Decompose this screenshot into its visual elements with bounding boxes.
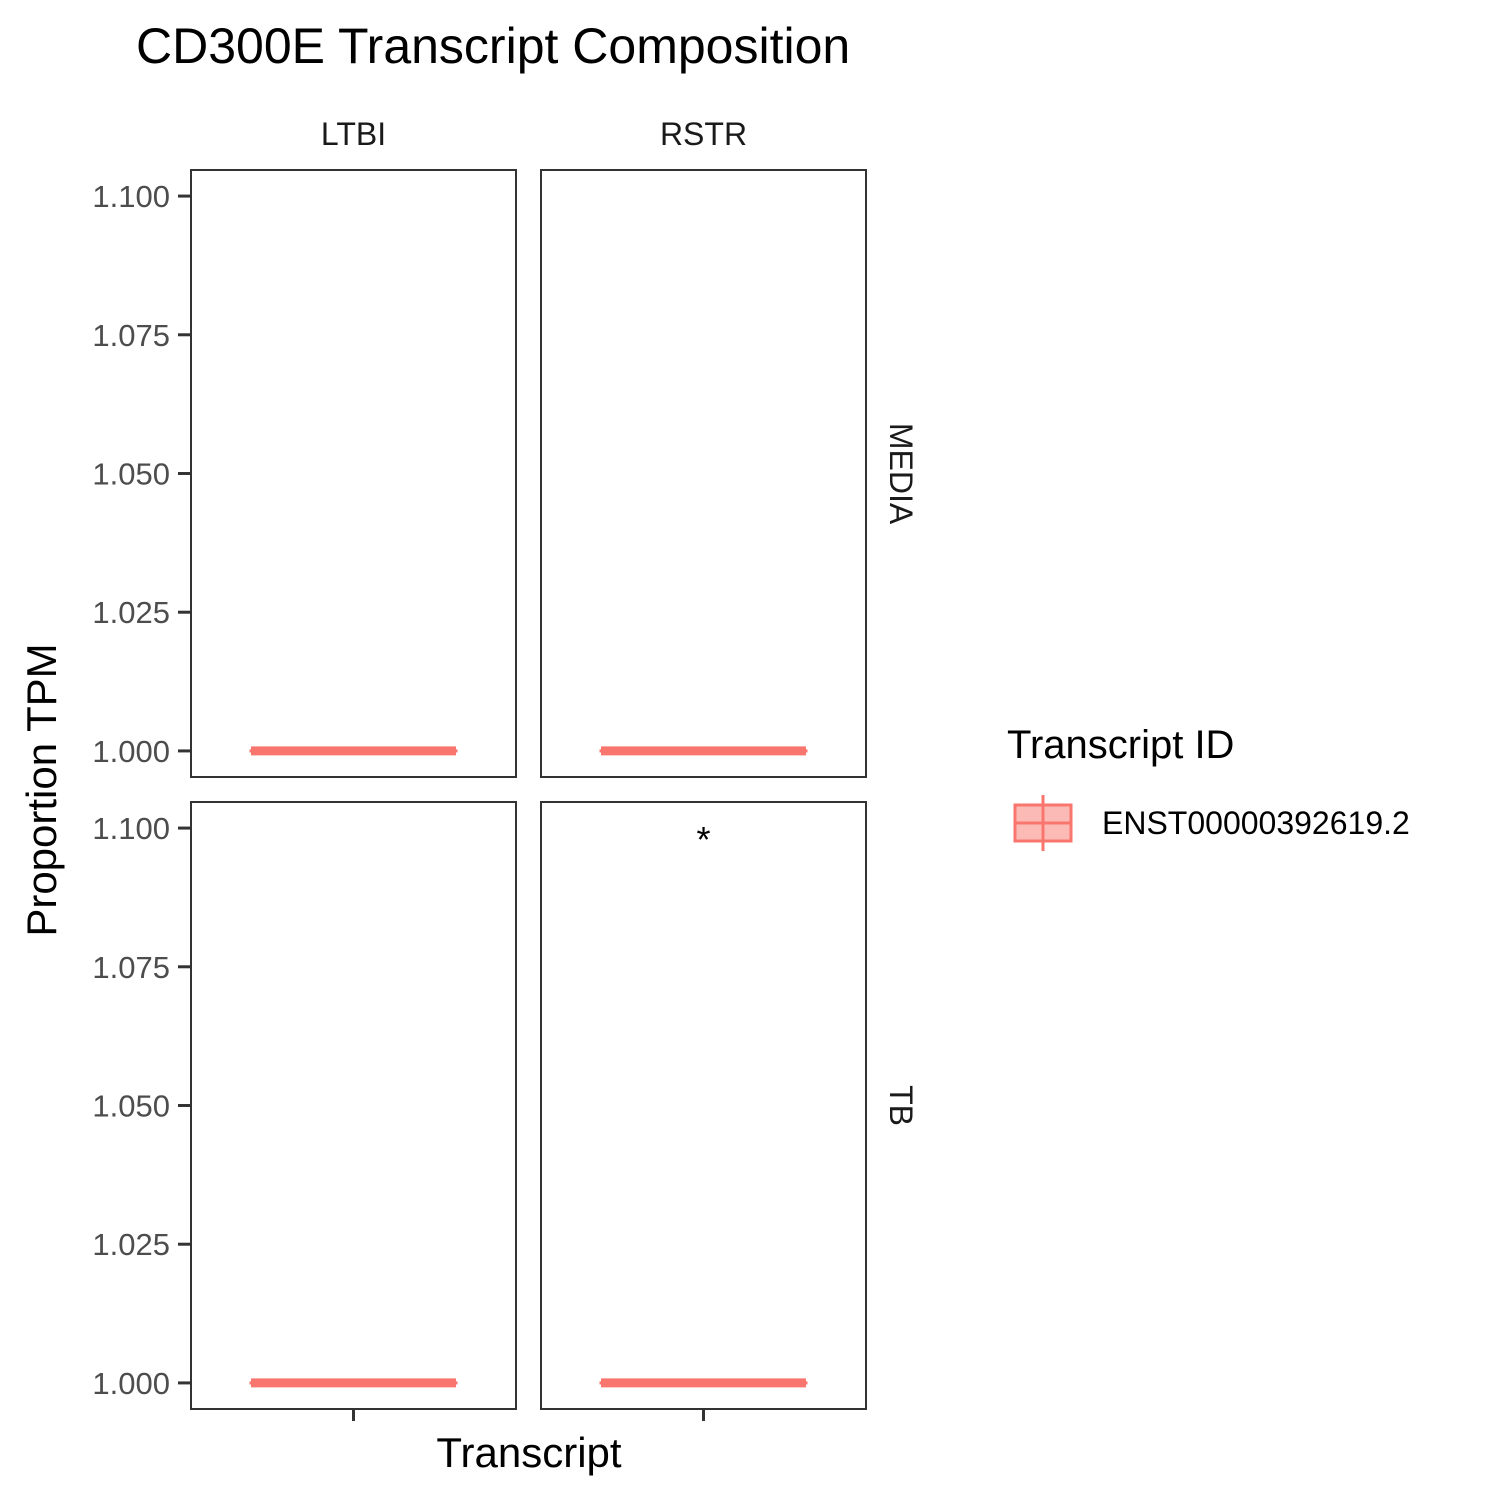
- y-tick-label: 1.050: [92, 457, 170, 492]
- legend: Transcript ID ENST00000392619.2: [1007, 723, 1410, 851]
- x-axis-title: Transcript: [436, 1429, 621, 1476]
- x-axis: [352, 1409, 705, 1421]
- y-axes: 1.000 1.025 1.050 1.075 1.100 1.000 1.025 1.050…: [92, 179, 191, 1401]
- legend-entry: ENST00000392619.2: [1013, 795, 1410, 851]
- strip-label-tb: TB: [883, 1085, 919, 1126]
- y-axis-tb: 1.000 1.025 1.050 1.075 1.100: [92, 811, 191, 1401]
- strip-label-ltbi: LTBI: [321, 116, 386, 152]
- y-axis-title: Proportion TPM: [18, 643, 65, 936]
- y-tick-label: 1.075: [92, 318, 170, 353]
- y-tick-label: 1.025: [92, 595, 170, 630]
- y-tick-label: 1.050: [92, 1089, 170, 1124]
- panel-border: [540, 801, 867, 1410]
- y-tick-label: 1.075: [92, 950, 170, 985]
- y-tick-label: 1.025: [92, 1227, 170, 1262]
- y-tick-label: 1.100: [92, 811, 170, 846]
- legend-title: Transcript ID: [1007, 723, 1234, 767]
- panel-border: [540, 169, 867, 778]
- y-axis-media: 1.000 1.025 1.050 1.075 1.100: [92, 179, 191, 769]
- panel-rstr-media: [540, 169, 867, 778]
- panel-ltbi-tb: [190, 801, 517, 1410]
- legend-label: ENST00000392619.2: [1102, 805, 1410, 841]
- panel-border: [190, 801, 517, 1410]
- y-tick-label: 1.000: [92, 734, 170, 769]
- facet-panels: LTBI RSTR MEDIA TB *: [190, 116, 919, 1410]
- chart-title: CD300E Transcript Composition: [136, 18, 850, 74]
- y-tick-label: 1.100: [92, 179, 170, 214]
- y-tick-label: 1.000: [92, 1366, 170, 1401]
- panel-border: [190, 169, 517, 778]
- significance-annotation: *: [696, 819, 710, 860]
- panel-ltbi-media: [190, 169, 517, 778]
- legend-entries: ENST00000392619.2: [1013, 795, 1410, 851]
- strip-label-rstr: RSTR: [660, 116, 747, 152]
- strip-label-media: MEDIA: [883, 423, 919, 525]
- panel-rstr-tb: *: [540, 801, 867, 1410]
